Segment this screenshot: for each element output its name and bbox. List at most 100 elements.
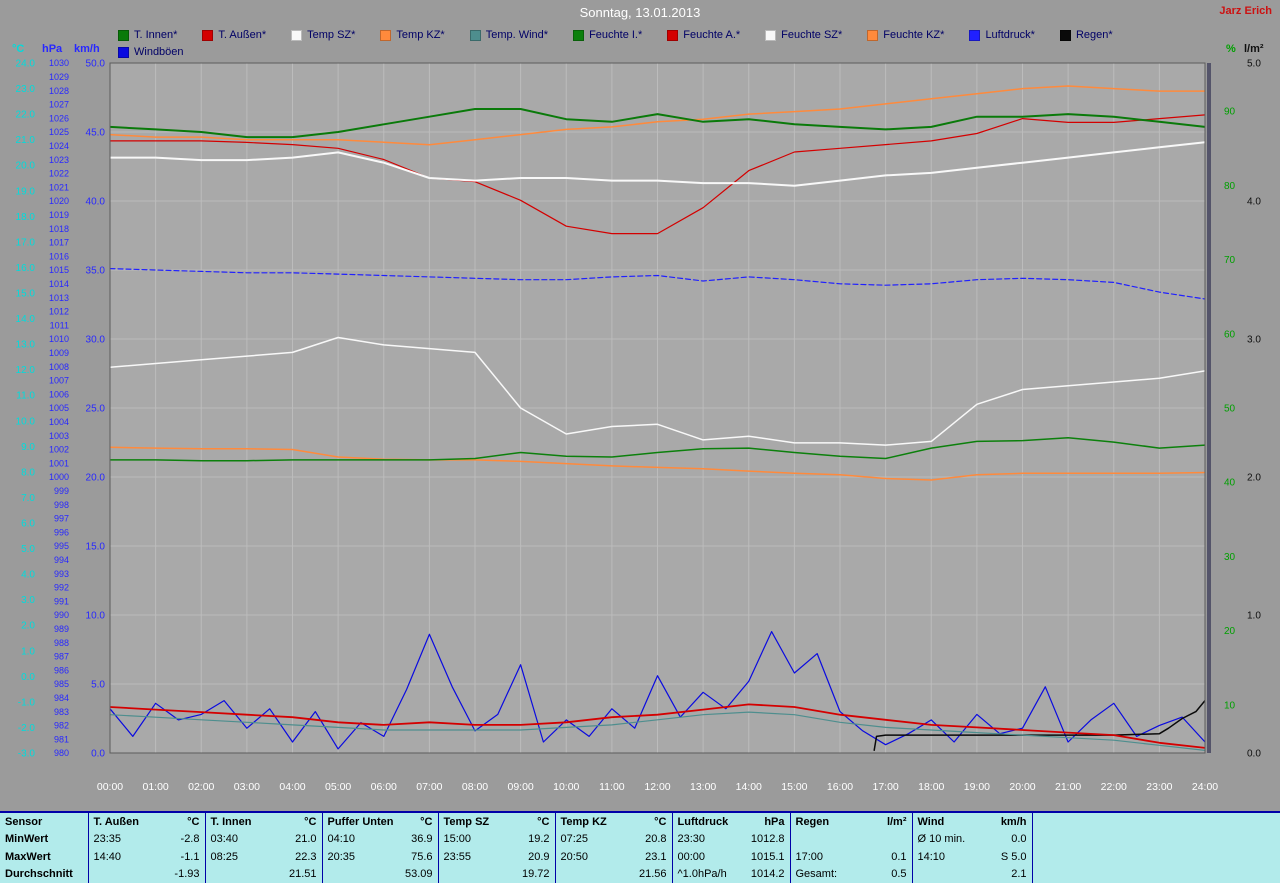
cell-time: ^1.0hPa/h xyxy=(678,868,727,880)
column-name: Wind xyxy=(918,816,945,828)
svg-text:18:00: 18:00 xyxy=(918,781,944,793)
svg-text:992: 992 xyxy=(54,583,69,593)
table-row-label: Durchschnitt xyxy=(0,866,88,883)
cell-value: 19.2 xyxy=(528,833,549,845)
svg-text:1004: 1004 xyxy=(49,417,69,427)
cell-time: 17:00 xyxy=(796,851,824,863)
svg-text:24.0: 24.0 xyxy=(16,59,36,70)
svg-text:6.0: 6.0 xyxy=(21,519,35,530)
svg-text:04:00: 04:00 xyxy=(279,781,305,793)
table-row-label: MinWert xyxy=(0,831,88,849)
column-unit: °C xyxy=(420,816,432,828)
cell-value: -2.8 xyxy=(181,833,200,845)
cell-value: 20.8 xyxy=(645,833,666,845)
column-name: Regen xyxy=(796,816,830,828)
svg-text:1008: 1008 xyxy=(49,362,69,372)
svg-text:1028: 1028 xyxy=(49,86,69,96)
svg-text:985: 985 xyxy=(54,679,69,689)
table-cell: Gesamt:0.5 xyxy=(790,866,912,883)
svg-text:1026: 1026 xyxy=(49,113,69,123)
svg-text:11.0: 11.0 xyxy=(16,391,35,402)
svg-text:981: 981 xyxy=(54,734,69,744)
table-header-cell: Puffer Unten °C xyxy=(322,813,438,831)
svg-text:70: 70 xyxy=(1224,255,1236,266)
svg-text:24:00: 24:00 xyxy=(1192,781,1218,793)
svg-text:1000: 1000 xyxy=(49,472,69,482)
svg-text:999: 999 xyxy=(54,486,69,496)
svg-text:1030: 1030 xyxy=(49,58,69,68)
cell-value: 21.51 xyxy=(289,868,317,880)
svg-text:80: 80 xyxy=(1224,181,1236,192)
svg-text:45.0: 45.0 xyxy=(86,128,106,139)
svg-text:995: 995 xyxy=(54,541,69,551)
svg-text:19:00: 19:00 xyxy=(964,781,990,793)
svg-text:993: 993 xyxy=(54,569,69,579)
cell-value: 0.0 xyxy=(1011,833,1026,845)
svg-text:01:00: 01:00 xyxy=(142,781,168,793)
column-name: Temp SZ xyxy=(444,816,490,828)
svg-text:22.0: 22.0 xyxy=(16,110,36,121)
svg-text:-1.0: -1.0 xyxy=(18,697,36,708)
svg-text:3.0: 3.0 xyxy=(1247,335,1261,346)
svg-text:990: 990 xyxy=(54,610,69,620)
table-cell: 19.72 xyxy=(438,866,555,883)
column-name: Luftdruck xyxy=(678,816,729,828)
svg-text:1013: 1013 xyxy=(49,293,69,303)
svg-text:40: 40 xyxy=(1224,478,1236,489)
svg-text:22:00: 22:00 xyxy=(1101,781,1127,793)
table-cell: 14:40-1.1 xyxy=(88,848,205,866)
svg-text:50: 50 xyxy=(1224,404,1236,415)
svg-text:1029: 1029 xyxy=(49,72,69,82)
svg-text:1017: 1017 xyxy=(49,238,69,248)
cell-value: 21.0 xyxy=(295,833,316,845)
table-cell: Ø 10 min. 0.0 xyxy=(912,831,1032,849)
svg-text:00:00: 00:00 xyxy=(97,781,123,793)
column-name: Puffer Unten xyxy=(328,816,394,828)
svg-text:20:00: 20:00 xyxy=(1009,781,1035,793)
svg-text:7.0: 7.0 xyxy=(21,493,35,504)
svg-text:987: 987 xyxy=(54,652,69,662)
svg-text:5.0: 5.0 xyxy=(21,544,35,555)
cell-value: 21.56 xyxy=(639,868,667,880)
svg-text:989: 989 xyxy=(54,624,69,634)
table-cell-filler xyxy=(1032,848,1280,866)
svg-text:988: 988 xyxy=(54,638,69,648)
svg-text:1001: 1001 xyxy=(49,458,69,468)
cell-time: 00:00 xyxy=(678,851,706,863)
svg-text:1023: 1023 xyxy=(49,155,69,165)
svg-text:1020: 1020 xyxy=(49,196,69,206)
column-unit: km/h xyxy=(1001,816,1027,828)
cell-value: 1015.1 xyxy=(751,851,785,863)
axis-hpa-ticks: 1030102910281027102610251024102310221021… xyxy=(49,58,69,758)
svg-text:2.0: 2.0 xyxy=(21,621,35,632)
svg-text:983: 983 xyxy=(54,707,69,717)
svg-text:0.0: 0.0 xyxy=(1247,749,1261,760)
svg-text:980: 980 xyxy=(54,748,69,758)
column-unit: °C xyxy=(537,816,549,828)
cell-value: 2.1 xyxy=(1011,868,1026,880)
svg-text:996: 996 xyxy=(54,527,69,537)
table-row-label: MaxWert xyxy=(0,848,88,866)
svg-text:14:00: 14:00 xyxy=(736,781,762,793)
svg-text:3.0: 3.0 xyxy=(21,595,35,606)
svg-text:10.0: 10.0 xyxy=(86,611,106,622)
cell-time: Ø 10 min. xyxy=(918,833,966,845)
svg-text:9.0: 9.0 xyxy=(21,442,35,453)
svg-text:1025: 1025 xyxy=(49,127,69,137)
cell-time: 20:50 xyxy=(561,851,589,863)
svg-text:1009: 1009 xyxy=(49,348,69,358)
cell-time: 14:40 xyxy=(94,851,122,863)
svg-text:1024: 1024 xyxy=(49,141,69,151)
svg-text:13:00: 13:00 xyxy=(690,781,716,793)
